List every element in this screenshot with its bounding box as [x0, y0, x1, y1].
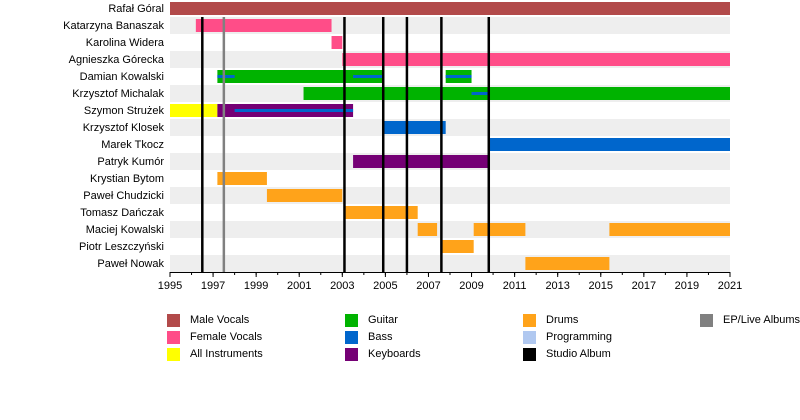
legend-swatch [523, 313, 536, 327]
member-name-krzysztof-michalak: Krzysztof Michalak [72, 88, 164, 100]
band-timeline-chart: Rafał Góral Katarzyna Banaszak Karolina Wi… [63, 2, 742, 292]
member-name-rafal-goral: Rafał Góral [108, 3, 164, 15]
member-name-patryk-kumor: Patryk Kumór [97, 156, 164, 168]
member-name-krystian-bytom: Krystian Bytom [90, 173, 164, 185]
bar-maciej-kowalski-drums [417, 223, 438, 236]
x-tick-label: 2001 [287, 280, 311, 292]
x-tick-label: 2005 [373, 280, 397, 292]
bar-krzysztof-michalak-guitar [303, 87, 730, 100]
member-name-tomasz-danczak: Tomasz Dańczak [80, 207, 164, 219]
member-name-szymon-struzek: Szymon Strużek [84, 105, 165, 117]
member-name-damian-kowalski: Damian Kowalski [80, 71, 164, 83]
legend-label: Male Vocals [190, 314, 250, 326]
bar-szymon-struzek-secondary-bass [234, 109, 354, 112]
legend-swatch [523, 330, 536, 344]
legend-swatch [700, 313, 713, 327]
bar-damian-kowalski-secondary-bass [353, 75, 384, 78]
bar-maciej-kowalski-drums [609, 223, 730, 236]
bar-maciej-kowalski-drums [473, 223, 526, 236]
x-tick-label: 2011 [503, 280, 527, 292]
member-name-katarzyna-banaszak: Katarzyna Banaszak [63, 20, 164, 32]
bar-damian-kowalski-secondary-bass [217, 75, 235, 78]
x-tick-label: 2019 [675, 280, 699, 292]
legend-label: Programming [546, 331, 613, 343]
year-axis: 1995 1997 1999 2001 2003 2005 2007 2009 2011 2013… [158, 272, 742, 292]
legend-swatch [523, 347, 536, 361]
legend-item-studio-album: Studio Album [523, 347, 611, 361]
legend-item-ep-live-albums: EP/Live Albums [700, 313, 800, 327]
legend-label: EP/Live Albums [723, 314, 800, 326]
legend-swatch [345, 330, 358, 344]
member-name-piotr-leszczynski: Piotr Leszczyński [79, 241, 164, 253]
bar-szymon-struzek-all-instruments [170, 104, 218, 117]
row-stripe [170, 221, 730, 238]
x-tick-label: 2009 [459, 280, 483, 292]
legend-swatch [345, 347, 358, 361]
member-name-krzysztof-klosek: Krzysztof Klosek [83, 122, 165, 134]
x-tick-label: 1995 [158, 280, 182, 292]
bar-damian-kowalski-guitar [217, 70, 384, 83]
member-name-marek-tkocz: Marek Tkocz [101, 139, 164, 151]
member-name-agnieszka-gorecka: Agnieszka Górecka [69, 54, 165, 66]
legend-item-keyboards: Keyboards [345, 347, 421, 361]
bar-pawel-chudzicki-drums [266, 189, 343, 202]
legend-item-all-instruments: All Instruments [167, 347, 263, 361]
bar-pawel-nowak-drums [525, 257, 610, 270]
bar-karolina-widera-female-vocals [331, 36, 343, 49]
x-tick-label: 2015 [589, 280, 613, 292]
row-stripe [170, 119, 730, 136]
x-tick-label: 2017 [632, 280, 656, 292]
bar-patryk-kumor-keyboards [353, 155, 489, 168]
bar-damian-kowalski-secondary-bass [445, 75, 472, 78]
legend-item-guitar: Guitar [345, 313, 398, 327]
member-name-pawel-chudzicki: Paweł Chudzicki [83, 190, 164, 202]
row-stripe [170, 187, 730, 204]
legend-label: All Instruments [190, 348, 263, 360]
member-name-labels: Rafał Góral Katarzyna Banaszak Karolina Wi… [63, 3, 165, 270]
x-tick-label: 2007 [416, 280, 440, 292]
membership-bars [170, 2, 730, 270]
bar-krystian-bytom-drums [217, 172, 267, 185]
bar-rafal-goral-male-vocals [170, 2, 730, 15]
x-tick-label: 2013 [545, 280, 569, 292]
legend-swatch [167, 347, 180, 361]
bar-krzysztof-michalak-secondary-bass [471, 92, 489, 95]
x-tick-label: 1999 [244, 280, 268, 292]
row-stripe [170, 255, 730, 272]
legend-item-male-vocals: Male Vocals [167, 313, 249, 327]
bar-katarzyna-banaszak-female-vocals [195, 19, 332, 32]
legend-label: Guitar [368, 314, 398, 326]
bar-marek-tkocz-bass [488, 138, 730, 151]
x-tick-label: 1997 [201, 280, 225, 292]
bar-piotr-leszczynski-drums [441, 240, 474, 253]
legend-swatch [345, 313, 358, 327]
legend-label: Drums [546, 314, 579, 326]
bar-agnieszka-gorecka-female-vocals [342, 53, 730, 66]
member-name-pawel-nowak: Paweł Nowak [97, 258, 164, 270]
legend-label: Studio Album [546, 348, 611, 360]
x-tick-label: 2021 [718, 280, 742, 292]
legend-item-female-vocals: Female Vocals [167, 330, 262, 344]
member-name-karolina-widera: Karolina Widera [86, 37, 165, 49]
legend-swatch [167, 313, 180, 327]
legend-label: Bass [368, 331, 393, 343]
bar-krzysztof-klosek-bass [383, 121, 446, 134]
legend-item-drums: Drums [523, 313, 578, 327]
member-name-maciej-kowalski: Maciej Kowalski [86, 224, 164, 236]
legend-swatch [167, 330, 180, 344]
x-tick-label: 2003 [330, 280, 354, 292]
legend-item-bass: Bass [345, 330, 392, 344]
legend-label: Female Vocals [190, 331, 263, 343]
bar-tomasz-danczak-drums [344, 206, 418, 219]
legend-label: Keyboards [368, 348, 421, 360]
album-lines [201, 17, 491, 272]
legend-item-programming: Programming [523, 330, 612, 344]
